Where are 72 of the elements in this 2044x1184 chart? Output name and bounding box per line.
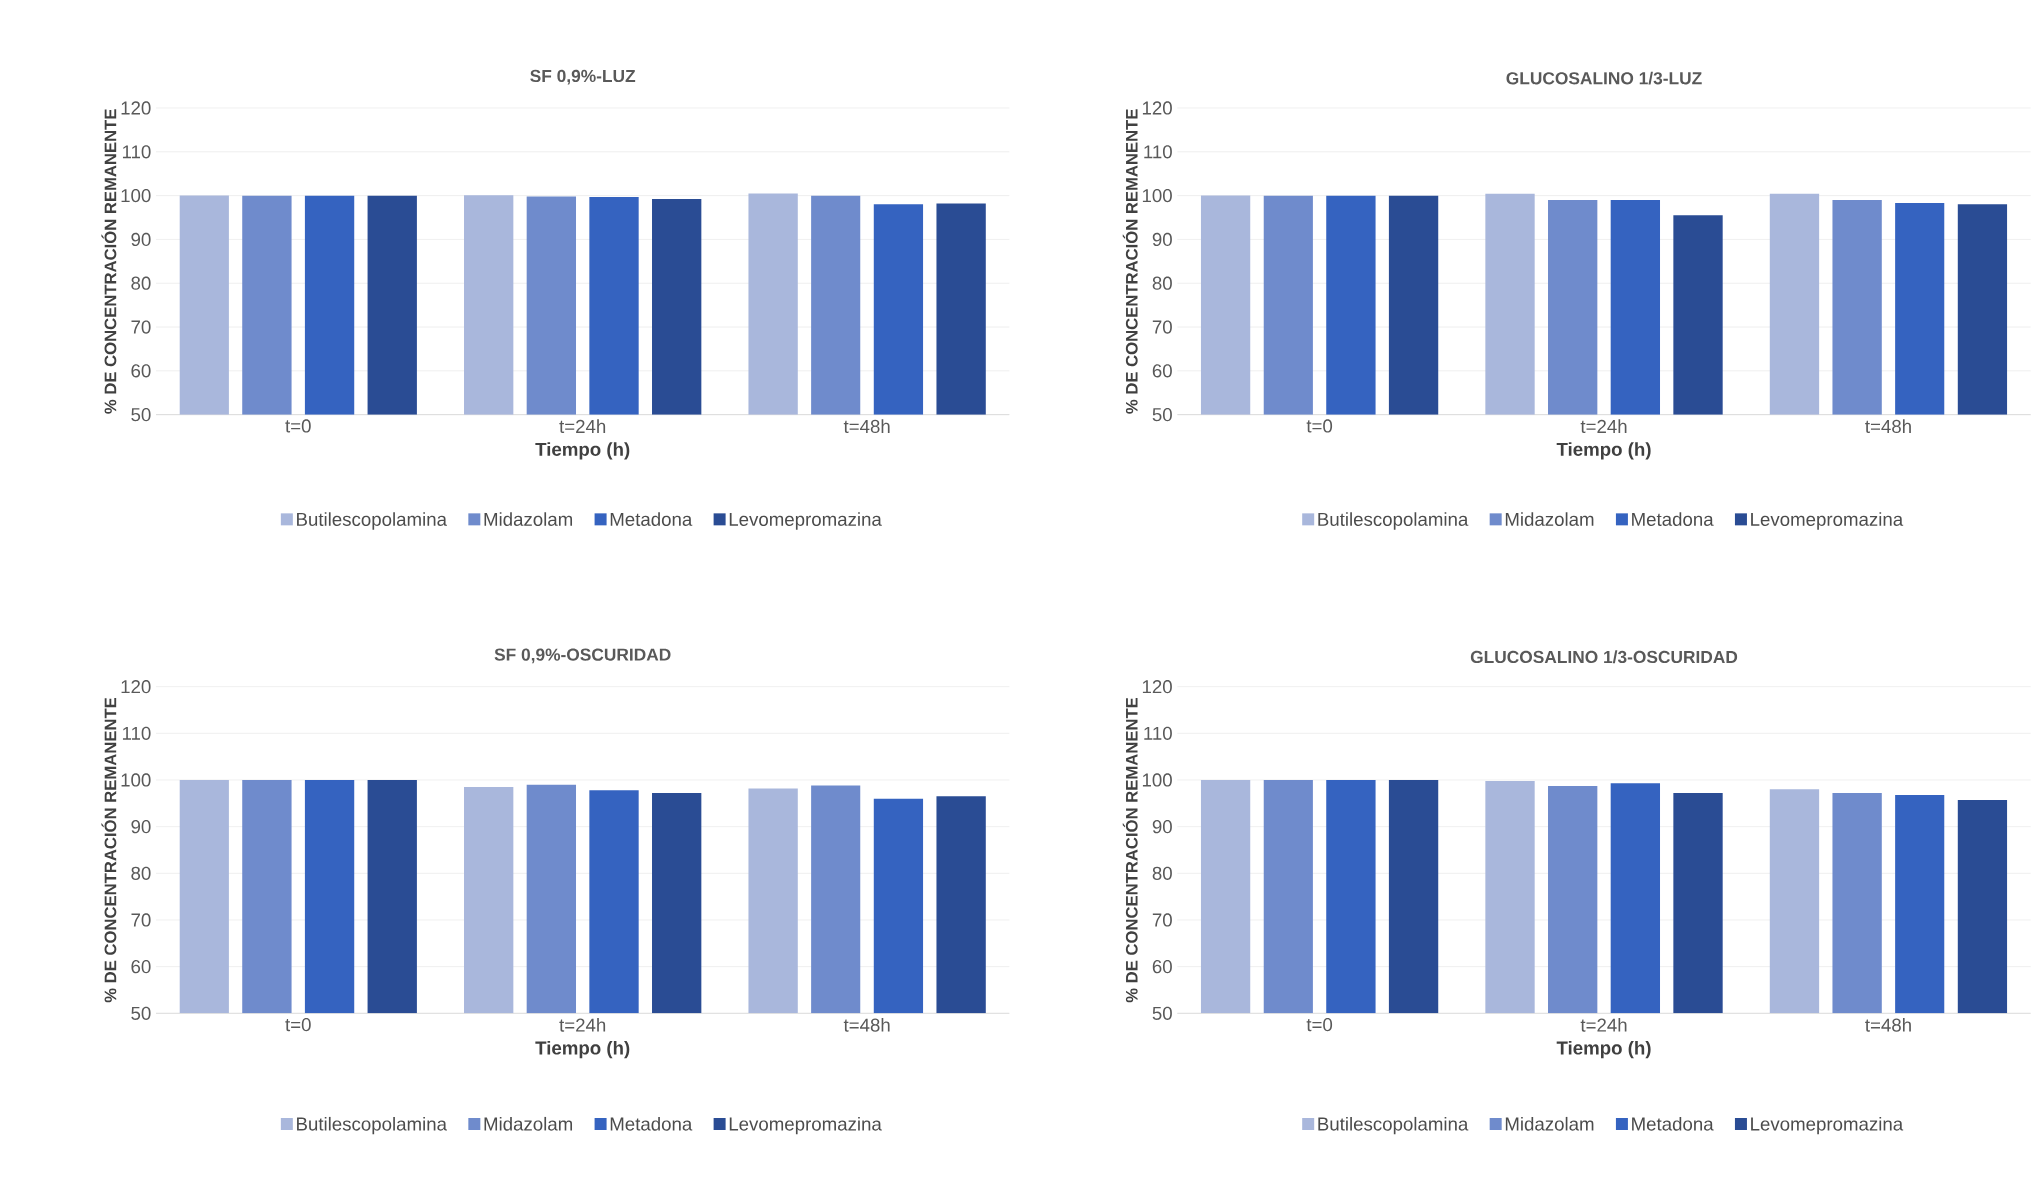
legend-label: Midazolam bbox=[1505, 512, 1594, 526]
chart-title: GLUCOSALINO 1/3-OSCURIDAD bbox=[1470, 650, 1738, 664]
y-tick-label: 50 bbox=[1152, 1006, 1172, 1020]
y-tick-label: 90 bbox=[1152, 232, 1172, 247]
x-axis-title: Tiempo (h) bbox=[535, 1040, 630, 1059]
legend-label: Butilescopolamina bbox=[297, 1116, 447, 1135]
y-tick-label: 60 bbox=[131, 960, 151, 974]
y-tick-label: 100 bbox=[1142, 773, 1172, 787]
x-axis-title: Tiempo (h) bbox=[1556, 1040, 1651, 1059]
y-tick-label: 110 bbox=[122, 726, 151, 740]
legend-label: Butilescopolamina bbox=[1318, 1116, 1469, 1135]
chart-title: SF 0,9%-OSCURIDAD bbox=[494, 648, 671, 664]
chart-title: SF 0,9%-LUZ bbox=[530, 69, 636, 85]
y-tick-label: 80 bbox=[131, 276, 151, 290]
y-tick-label: 60 bbox=[1152, 960, 1172, 974]
x-tick-label: t=24h bbox=[1580, 1018, 1627, 1032]
legend-label: Levomepromazina bbox=[729, 1116, 882, 1135]
x-tick-label: t=0 bbox=[285, 419, 311, 433]
y-tick-label: 70 bbox=[131, 320, 151, 334]
legend-label: Metadona bbox=[1632, 1116, 1714, 1131]
x-axis-title: Tiempo (h) bbox=[535, 442, 630, 460]
x-tick-label: t=0 bbox=[1306, 419, 1333, 433]
x-tick-label: t=0 bbox=[1306, 1018, 1333, 1032]
y-tick-label: 50 bbox=[131, 408, 151, 422]
chart-title: GLUCOSALINO 1/3-LUZ bbox=[1506, 71, 1702, 85]
x-tick-label: t=24h bbox=[1580, 419, 1627, 434]
y-tick-label: 110 bbox=[1144, 145, 1172, 159]
y-tick-label: 60 bbox=[1152, 364, 1172, 378]
y-tick-label: 70 bbox=[131, 913, 151, 927]
y-tick-label: 120 bbox=[1142, 680, 1172, 694]
legend-label: Midazolam bbox=[484, 1116, 573, 1131]
y-axis-title: % DE CONCENTRACIÓN REMANENTE bbox=[101, 109, 117, 414]
x-axis-title: Tiempo (h) bbox=[1556, 442, 1651, 460]
y-tick-label: 80 bbox=[1152, 866, 1172, 880]
y-tick-label: 80 bbox=[1152, 276, 1172, 290]
y-tick-label: 90 bbox=[131, 232, 151, 247]
y-tick-label: 50 bbox=[131, 1006, 151, 1020]
legend-label: Midazolam bbox=[1505, 1116, 1594, 1131]
x-tick-label: t=48h bbox=[843, 419, 890, 434]
y-axis-title: % DE CONCENTRACIÓN REMANENTE bbox=[1122, 697, 1138, 1003]
y-tick-label: 90 bbox=[1152, 820, 1172, 834]
y-tick-label: 90 bbox=[131, 820, 151, 834]
x-tick-label: t=24h bbox=[559, 1018, 606, 1032]
legend-label: Metadona bbox=[610, 512, 693, 526]
y-tick-label: 110 bbox=[122, 145, 151, 159]
x-tick-label: t=24h bbox=[559, 419, 606, 434]
legend-label: Levomepromazina bbox=[729, 512, 882, 530]
x-tick-label: t=48h bbox=[1865, 1018, 1911, 1032]
y-axis-title: % DE CONCENTRACIÓN REMANENTE bbox=[1122, 109, 1138, 414]
legend-label: Levomepromazina bbox=[1751, 512, 1904, 530]
y-tick-label: 120 bbox=[1142, 101, 1172, 115]
y-axis-title: % DE CONCENTRACIÓN REMANENTE bbox=[101, 697, 117, 1003]
x-tick-label: t=48h bbox=[843, 1018, 890, 1032]
y-tick-label: 100 bbox=[121, 188, 151, 203]
y-tick-label: 70 bbox=[1152, 913, 1172, 927]
legend-label: Levomepromazina bbox=[1751, 1116, 1904, 1135]
x-tick-label: t=0 bbox=[285, 1018, 311, 1032]
legend-label: Butilescopolamina bbox=[297, 512, 447, 530]
y-tick-label: 100 bbox=[121, 773, 151, 787]
y-tick-label: 120 bbox=[121, 101, 151, 115]
y-tick-label: 80 bbox=[131, 866, 151, 880]
y-tick-label: 110 bbox=[1144, 726, 1172, 740]
legend-label: Butilescopolamina bbox=[1318, 512, 1469, 530]
y-tick-label: 120 bbox=[121, 680, 151, 694]
legend-label: Metadona bbox=[610, 1116, 693, 1131]
y-tick-label: 50 bbox=[1152, 408, 1172, 422]
legend-label: Metadona bbox=[1632, 512, 1714, 526]
legend-label: Midazolam bbox=[484, 512, 573, 526]
y-tick-label: 100 bbox=[1142, 188, 1172, 203]
x-tick-label: t=48h bbox=[1865, 419, 1911, 434]
y-tick-label: 70 bbox=[1152, 320, 1172, 334]
y-tick-label: 60 bbox=[131, 364, 151, 378]
